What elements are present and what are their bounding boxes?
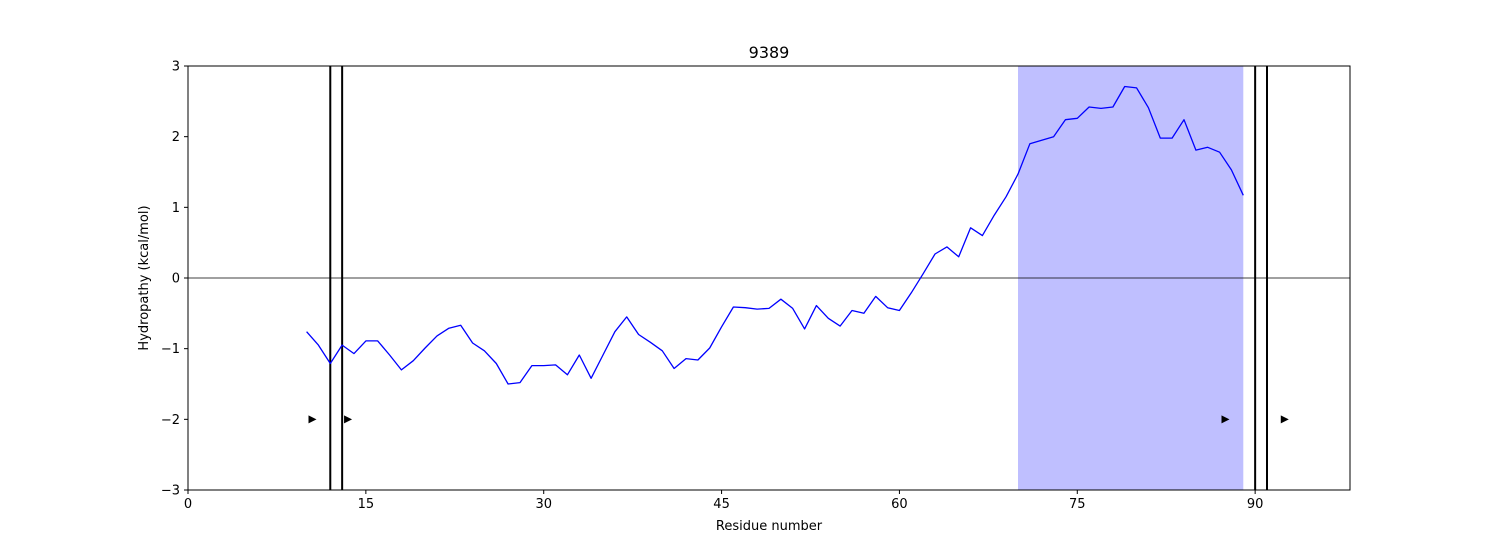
chart-title: 9389 <box>749 43 790 62</box>
x-tick-label: 0 <box>184 497 192 512</box>
x-tick-label: 45 <box>713 497 730 512</box>
x-tick-label: 30 <box>535 497 552 512</box>
y-tick-label: 3 <box>172 60 180 75</box>
x-axis-label: Residue number <box>716 519 823 534</box>
y-tick-label: 0 <box>172 272 180 287</box>
triangle-marker <box>1221 415 1230 424</box>
hydropathy-line <box>306 85 1244 385</box>
triangle-marker <box>308 415 317 424</box>
y-tick-label: −1 <box>161 342 180 357</box>
y-tick-label: −2 <box>161 413 180 428</box>
x-tick-label: 15 <box>358 497 375 512</box>
y-tick-label: −3 <box>161 484 180 499</box>
triangle-marker <box>1280 415 1289 424</box>
x-tick-label: 90 <box>1247 497 1264 512</box>
y-axis-label: Hydropathy (kcal/mol) <box>137 205 152 350</box>
y-tick-label: 1 <box>172 201 180 216</box>
y-tick-label: 2 <box>172 130 180 145</box>
x-tick-label: 75 <box>1069 497 1086 512</box>
plot-area: 0 15 30 45 60 75 90 −3 −2 −1 0 1 2 3 <box>161 60 1351 512</box>
x-tick-label: 60 <box>891 497 908 512</box>
triangle-marker <box>344 415 353 424</box>
